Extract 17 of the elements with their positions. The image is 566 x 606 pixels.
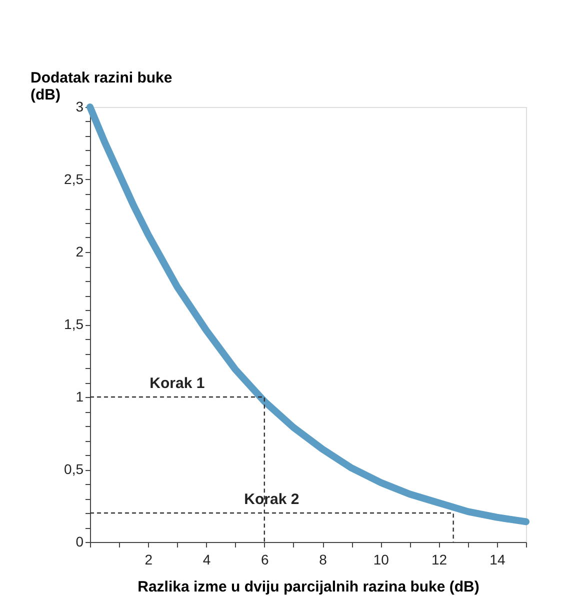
x-axis-title: Razlika izme u dviju parcijalnih razina buke (dB): [138, 578, 480, 596]
series-label: Korak 1: [150, 375, 205, 392]
x-tick-label: 2: [144, 552, 153, 568]
y-tick-label: 0: [76, 534, 84, 550]
y-tick-label: 0,5: [64, 461, 84, 477]
series-label: Korak 2: [244, 491, 300, 508]
y-tick-label: 2: [76, 244, 84, 260]
x-tick-label: 6: [261, 552, 269, 568]
y-tick-label: 1,5: [64, 316, 84, 332]
x-tick-label: 14: [490, 552, 506, 568]
x-tick-label: 10: [373, 552, 390, 568]
y-tick-label: 2,5: [64, 171, 84, 187]
y-tick-label: 1: [76, 388, 84, 404]
x-tick-label: 4: [202, 552, 211, 568]
x-tick-label: 8: [319, 552, 328, 568]
y-tick-label: 3: [76, 98, 84, 114]
x-tick-label: 12: [432, 552, 448, 568]
